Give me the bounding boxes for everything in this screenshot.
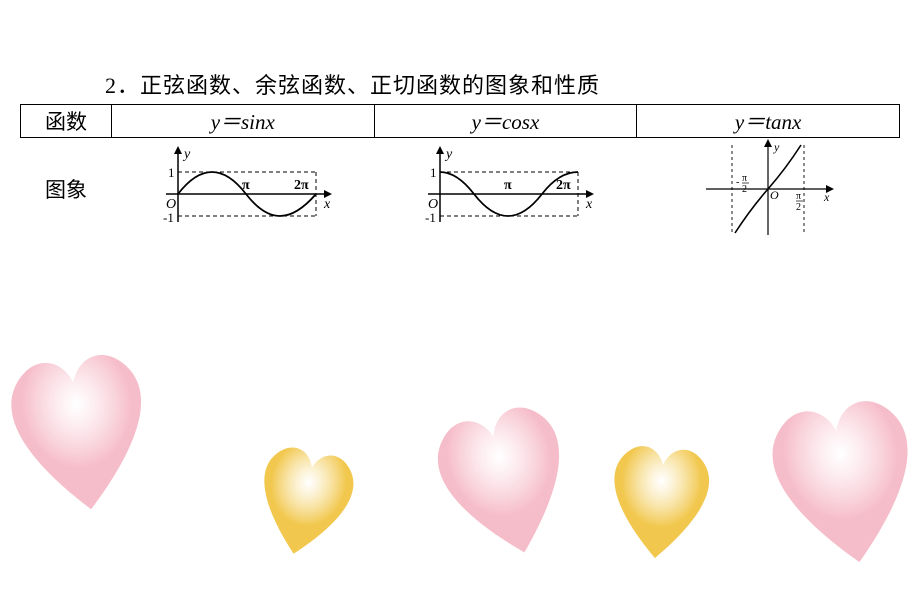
graph-cell-tan: O x y - π 2 π 2: [637, 138, 900, 241]
section-title: 2．正弦函数、余弦函数、正切函数的图象和性质: [105, 68, 920, 100]
svg-text:y: y: [444, 147, 453, 162]
svg-text:π: π: [796, 191, 801, 202]
cos-graph: 1 -1 O π 2π x y: [410, 144, 600, 234]
sin-graph: 1 -1 O π 2π x y: [148, 144, 338, 234]
row-label-graph: 图象: [21, 138, 112, 241]
heart-icon: [237, 420, 374, 580]
svg-text:1: 1: [168, 165, 175, 180]
svg-text:π: π: [242, 178, 250, 193]
svg-text:x: x: [823, 190, 830, 204]
graph-cell-cos: 1 -1 O π 2π x y: [374, 138, 637, 241]
svg-text:-: -: [736, 177, 739, 188]
heart-icon: [594, 425, 726, 575]
svg-text:2π: 2π: [556, 178, 571, 193]
col-header-sin: y＝sinx: [111, 105, 374, 138]
heart-icon: [409, 374, 600, 587]
svg-text:2: 2: [742, 184, 747, 195]
heart-icon: [744, 367, 920, 593]
svg-text:O: O: [770, 188, 779, 202]
svg-text:-1: -1: [163, 210, 174, 225]
svg-text:2: 2: [796, 202, 801, 213]
heart-icon: [0, 310, 175, 550]
trig-table: 函数 y＝sinx y＝cosx y＝tanx 图象: [20, 104, 900, 240]
svg-text:π: π: [504, 178, 512, 193]
svg-text:π: π: [742, 173, 747, 184]
col-header-tan: y＝tanx: [637, 105, 900, 138]
col-header-function: 函数: [21, 105, 112, 138]
col-header-cos: y＝cosx: [374, 105, 637, 138]
svg-text:x: x: [585, 197, 593, 212]
svg-text:-1: -1: [425, 210, 436, 225]
svg-text:O: O: [166, 197, 176, 212]
svg-text:O: O: [428, 197, 438, 212]
svg-text:y: y: [773, 140, 780, 154]
svg-text:y: y: [182, 147, 191, 162]
svg-text:1: 1: [430, 165, 437, 180]
svg-text:x: x: [323, 197, 331, 212]
svg-text:2π: 2π: [294, 178, 309, 193]
tan-graph: O x y - π 2 π 2: [698, 139, 838, 239]
graph-cell-sin: 1 -1 O π 2π x y: [111, 138, 374, 241]
